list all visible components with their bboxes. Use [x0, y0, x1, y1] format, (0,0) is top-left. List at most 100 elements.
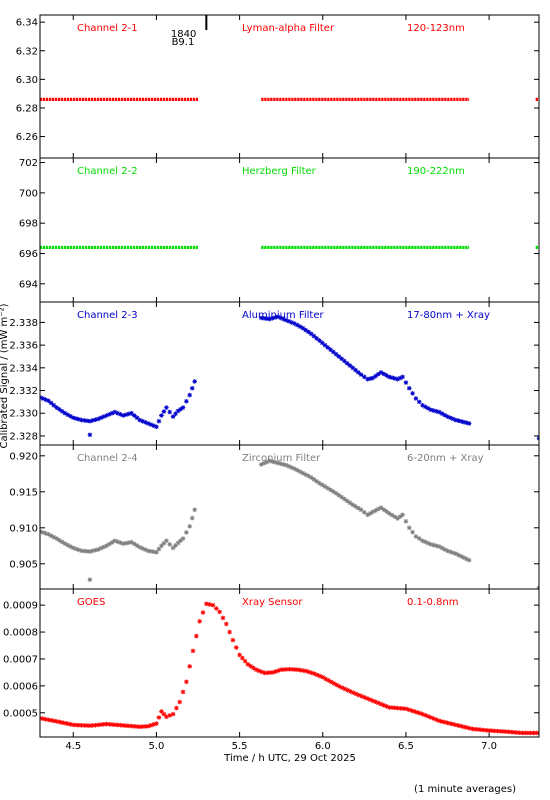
data-point [425, 714, 431, 719]
data-point [177, 699, 183, 705]
data-point [76, 416, 82, 422]
data-point [322, 484, 328, 489]
data-point [384, 509, 389, 514]
data-point [409, 708, 414, 713]
data-point [378, 701, 384, 707]
data-point [303, 327, 308, 333]
data-point [397, 514, 403, 519]
data-point [467, 725, 472, 731]
y-tick-label: 0.0008 [3, 628, 38, 639]
data-point [107, 541, 112, 547]
data-point [456, 418, 461, 424]
data-point [151, 722, 156, 727]
data-point [489, 728, 495, 734]
data-point [54, 719, 59, 724]
data-point [272, 459, 278, 465]
data-point [148, 549, 154, 554]
data-point [115, 722, 120, 728]
data-point [525, 730, 531, 736]
x-tick-label: 6.0 [315, 741, 331, 752]
data-point [464, 725, 470, 730]
data-point [333, 490, 339, 496]
x-tick-label: 6.5 [398, 741, 414, 752]
data-point [79, 722, 84, 728]
data-point [373, 508, 378, 513]
data-point [98, 545, 104, 551]
data-point [362, 510, 367, 515]
data-point [73, 722, 79, 728]
data-point [275, 460, 281, 466]
data-point [73, 416, 79, 421]
data-point [82, 723, 87, 728]
data-point [118, 540, 123, 545]
data-point [233, 645, 239, 650]
data-point [87, 549, 93, 554]
data-point [484, 727, 489, 733]
data-point [57, 719, 62, 725]
data-point [308, 331, 314, 337]
y-tick-label: 6.32 [16, 46, 38, 57]
data-point [242, 658, 248, 664]
y-tick-label: 696 [19, 249, 38, 260]
data-point [410, 529, 415, 535]
data-point [189, 385, 195, 391]
data-point [194, 633, 199, 639]
data-point [403, 706, 409, 712]
data-point-outlier [87, 577, 93, 582]
data-point [143, 420, 148, 425]
data-point [398, 705, 403, 711]
data-point [120, 541, 126, 546]
data-point [344, 498, 350, 504]
data-point [51, 718, 57, 724]
data-point [43, 531, 48, 536]
data-point [353, 691, 359, 697]
flare-marker: 1840 B9.1 [171, 15, 208, 48]
data-point [294, 467, 300, 473]
series-5 [40, 601, 539, 736]
data-point [137, 724, 143, 730]
data-point [508, 729, 514, 735]
data-point [410, 391, 415, 396]
data-point [101, 544, 107, 550]
data-point [298, 667, 303, 673]
y-tick-label: 0.915 [9, 487, 38, 498]
data-point [112, 538, 118, 544]
data-point [378, 505, 384, 510]
data-point [395, 376, 400, 382]
data-point [442, 547, 448, 552]
data-point [126, 723, 132, 729]
data-point [189, 515, 195, 521]
data-point [109, 722, 115, 727]
data-point [364, 696, 370, 701]
y-tick-label: 702 [19, 158, 38, 169]
data-point [359, 693, 364, 699]
data-point [107, 412, 112, 417]
data-point [445, 548, 450, 554]
data-point [90, 548, 95, 554]
data-point [187, 664, 192, 669]
data-point [159, 709, 164, 714]
data-point [420, 711, 425, 717]
data-point [431, 716, 436, 721]
data-point [278, 667, 284, 673]
data-point [300, 325, 306, 331]
data-point [392, 705, 398, 711]
data-point [170, 414, 176, 419]
data-point [431, 408, 436, 413]
data-point [497, 728, 503, 734]
data-point [458, 554, 464, 559]
data-point [264, 316, 270, 321]
data-point [270, 459, 275, 464]
data-point [342, 496, 347, 502]
data-point [367, 376, 373, 381]
data-point [417, 710, 423, 716]
data-point [227, 629, 232, 635]
data-point [151, 423, 156, 429]
data-point [101, 722, 107, 727]
data-point [101, 414, 107, 419]
y-axis-label: Calibrated Signal / (mW m⁻²) [0, 303, 10, 448]
data-point [522, 730, 528, 736]
data-point [308, 475, 314, 480]
data-point [230, 637, 236, 643]
